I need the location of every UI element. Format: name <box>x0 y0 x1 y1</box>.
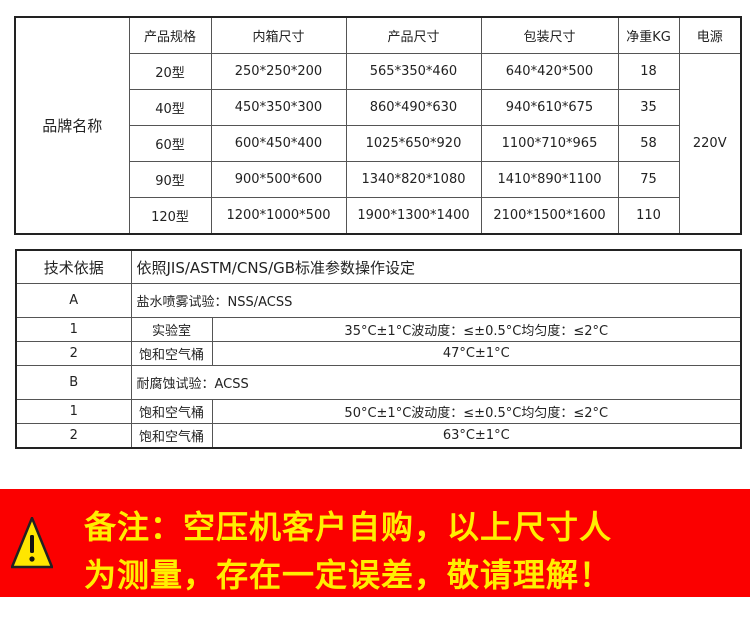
weight-cell: 58 <box>617 125 680 162</box>
model-cell: 90型 <box>128 161 212 198</box>
warning-triangle-icon <box>11 517 53 569</box>
section-title: 耐腐蚀试验：ACSS <box>130 365 742 400</box>
header-cell: 产品尺寸 <box>345 16 482 54</box>
weight-cell: 35 <box>617 89 680 126</box>
row-item: 实验室 <box>130 317 213 342</box>
row-index: 2 <box>15 341 132 366</box>
row-item: 饱和空气桶 <box>130 399 213 424</box>
section-title: 盐水喷雾试验：NSS/ACSS <box>130 283 742 318</box>
row-spec: 35°C±1°C波动度：≤±0.5°C均匀度：≤2°C <box>211 317 742 342</box>
tech-header-value: 依照JIS/ASTM/CNS/GB标准参数操作设定 <box>130 249 742 284</box>
table-row: 60型 600*450*400 1025*650*920 1100*710*96… <box>15 125 741 162</box>
table-row: 2 饱和空气桶 47°C±1°C <box>15 341 742 366</box>
spec-header-row: 品牌名称 产品规格 内箱尺寸 产品尺寸 包装尺寸 净重KG 电源 <box>14 16 742 235</box>
model-cell: 120型 <box>128 197 212 235</box>
inner-size-cell: 900*500*600 <box>210 161 347 198</box>
tech-table: 技术依据 依照JIS/ASTM/CNS/GB标准参数操作设定 A 盐水喷雾试验：… <box>15 249 742 449</box>
row-index: 1 <box>15 399 132 424</box>
header-cell: 电源 <box>678 16 742 54</box>
tech-header-label: 技术依据 <box>15 249 132 284</box>
section-id: A <box>15 283 132 318</box>
package-size-cell: 2100*1500*1600 <box>480 197 619 235</box>
row-spec: 47°C±1°C <box>211 341 742 366</box>
row-spec: 50°C±1°C波动度：≤±0.5°C均匀度：≤2°C <box>211 399 742 424</box>
tech-header-row: 技术依据 依照JIS/ASTM/CNS/GB标准参数操作设定 <box>15 249 742 284</box>
header-cell: 内箱尺寸 <box>210 16 347 54</box>
row-item: 饱和空气桶 <box>130 423 213 449</box>
row-spec: 63°C±1°C <box>211 423 742 449</box>
model-cell: 20型 <box>128 53 212 90</box>
table-row: 90型 900*500*600 1340*820*1080 1410*890*1… <box>15 161 741 198</box>
table-row: 2 饱和空气桶 63°C±1°C <box>15 423 742 449</box>
row-index: 2 <box>15 423 132 449</box>
table-row: 40型 450*350*300 860*490*630 940*610*675 … <box>15 89 741 126</box>
inner-size-cell: 450*350*300 <box>210 89 347 126</box>
spec-table: 品牌名称 产品规格 内箱尺寸 产品尺寸 包装尺寸 净重KG 电源 20型 250… <box>14 16 742 235</box>
package-size-cell: 1100*710*965 <box>480 125 619 162</box>
header-cell: 净重KG <box>617 16 680 54</box>
notice-line-1: 备注：空压机客户自购，以上尺寸人 <box>84 508 613 546</box>
package-size-cell: 1410*890*1100 <box>480 161 619 198</box>
power-cell: 220V <box>678 53 742 235</box>
section-row: A 盐水喷雾试验：NSS/ACSS <box>15 283 742 318</box>
weight-cell: 110 <box>617 197 680 235</box>
product-size-cell: 565*350*460 <box>345 53 482 90</box>
table-row: 20型 250*250*200 565*350*460 640*420*500 … <box>15 53 742 235</box>
product-size-cell: 1025*650*920 <box>345 125 482 162</box>
weight-cell: 18 <box>617 53 680 90</box>
model-cell: 40型 <box>128 89 212 126</box>
package-size-cell: 640*420*500 <box>480 53 619 90</box>
inner-size-cell: 1200*1000*500 <box>210 197 347 235</box>
row-index: 1 <box>15 317 132 342</box>
product-size-cell: 1340*820*1080 <box>345 161 482 198</box>
header-cell: 产品规格 <box>128 16 212 54</box>
section-id: B <box>15 365 132 400</box>
inner-size-cell: 600*450*400 <box>210 125 347 162</box>
table-row: 1 饱和空气桶 50°C±1°C波动度：≤±0.5°C均匀度：≤2°C <box>15 399 742 424</box>
notice-banner: 备注：空压机客户自购，以上尺寸人 为测量，存在一定误差，敬请理解！ <box>0 489 750 597</box>
product-size-cell: 860*490*630 <box>345 89 482 126</box>
table-row: 120型 1200*1000*500 1900*1300*1400 2100*1… <box>15 197 741 235</box>
model-cell: 60型 <box>128 125 212 162</box>
product-size-cell: 1900*1300*1400 <box>345 197 482 235</box>
section-row: B 耐腐蚀试验：ACSS <box>15 365 742 400</box>
weight-cell: 75 <box>617 161 680 198</box>
header-cell: 包装尺寸 <box>480 16 619 54</box>
brand-label: 品牌名称 <box>14 16 130 235</box>
inner-size-cell: 250*250*200 <box>210 53 347 90</box>
table-row: 1 实验室 35°C±1°C波动度：≤±0.5°C均匀度：≤2°C <box>15 317 742 342</box>
row-item: 饱和空气桶 <box>130 341 213 366</box>
package-size-cell: 940*610*675 <box>480 89 619 126</box>
notice-line-2: 为测量，存在一定误差，敬请理解！ <box>84 556 613 594</box>
